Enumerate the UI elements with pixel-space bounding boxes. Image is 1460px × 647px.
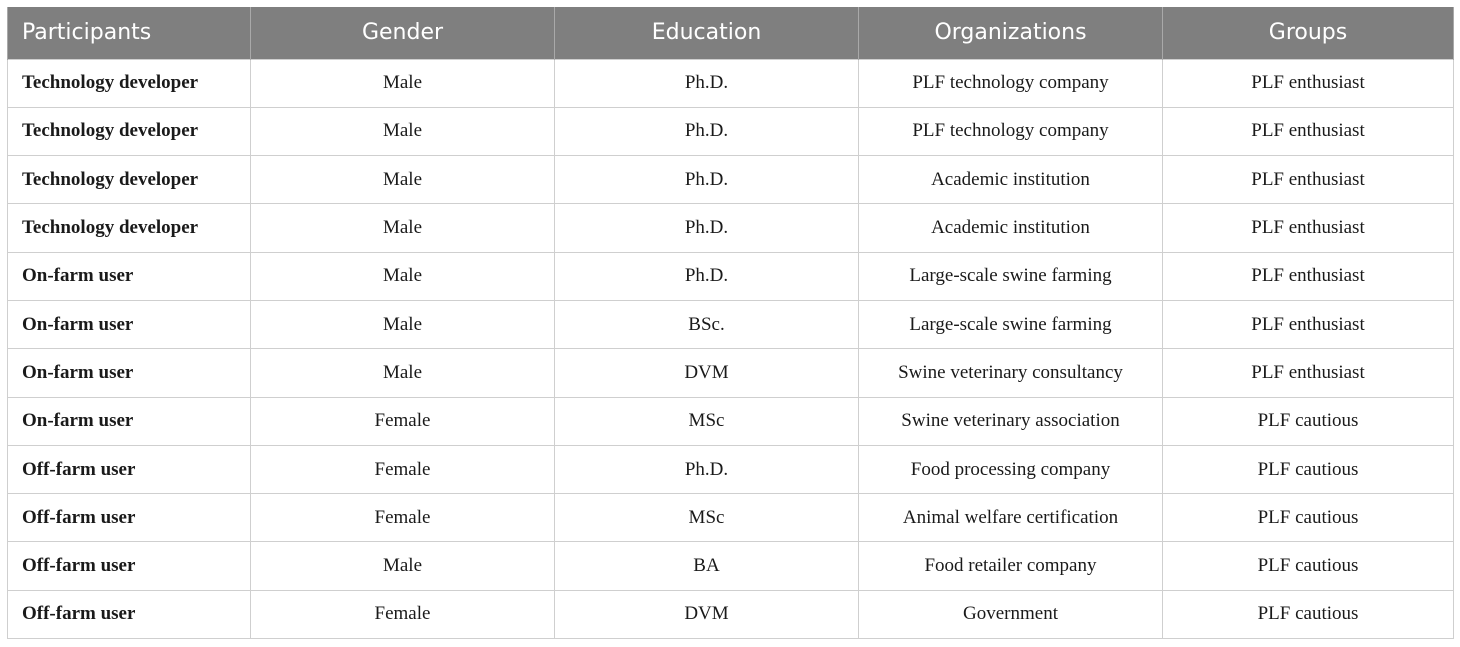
cell-gender: Male (250, 106, 555, 157)
cell-organization: Large-scale swine farming (858, 299, 1163, 350)
table-row: Technology developer Male Ph.D. Academic… (7, 203, 1454, 253)
cell-participant: On-farm user (7, 348, 251, 398)
cell-education: BA (554, 541, 859, 591)
cell-gender: Male (250, 348, 555, 398)
cell-gender: Male (250, 203, 555, 253)
cell-education: Ph.D. (554, 155, 859, 205)
cell-group: PLF enthusiast (1162, 155, 1454, 205)
cell-group: PLF cautious (1162, 396, 1454, 446)
cell-gender: Male (250, 58, 555, 108)
cell-education: Ph.D. (554, 203, 859, 253)
cell-group: PLF enthusiast (1162, 348, 1454, 398)
cell-group: PLF cautious (1162, 589, 1454, 640)
cell-education: MSc (554, 493, 859, 543)
cell-education: Ph.D. (554, 58, 859, 108)
cell-participant: Off-farm user (7, 444, 251, 495)
cell-gender: Male (250, 155, 555, 205)
cell-organization: PLF technology company (858, 106, 1163, 157)
cell-participant: Technology developer (7, 58, 251, 108)
table-row: Technology developer Male Ph.D. Academic… (7, 155, 1454, 205)
participants-table-container: Participants Gender Education Organizati… (7, 7, 1454, 640)
cell-organization: Animal welfare certification (858, 493, 1163, 543)
table-row: On-farm user Female MSc Swine veterinary… (7, 396, 1454, 446)
cell-education: DVM (554, 589, 859, 640)
cell-group: PLF enthusiast (1162, 299, 1454, 350)
cell-education: BSc. (554, 299, 859, 350)
table-row: On-farm user Male BSc. Large-scale swine… (7, 299, 1454, 350)
cell-education: Ph.D. (554, 444, 859, 495)
header-education: Education (554, 7, 859, 59)
cell-education: Ph.D. (554, 251, 859, 301)
cell-organization: Food processing company (858, 444, 1163, 495)
cell-gender: Female (250, 589, 555, 640)
cell-organization: Swine veterinary consultancy (858, 348, 1163, 398)
table-row: Off-farm user Female Ph.D. Food processi… (7, 444, 1454, 495)
cell-gender: Female (250, 444, 555, 495)
table-row: Off-farm user Male BA Food retailer comp… (7, 541, 1454, 591)
header-organizations: Organizations (858, 7, 1163, 59)
table-row: On-farm user Male DVM Swine veterinary c… (7, 348, 1454, 398)
cell-participant: Technology developer (7, 155, 251, 205)
cell-participant: Off-farm user (7, 493, 251, 543)
cell-organization: Swine veterinary association (858, 396, 1163, 446)
cell-participant: Technology developer (7, 203, 251, 253)
header-groups: Groups (1162, 7, 1454, 59)
cell-organization: Large-scale swine farming (858, 251, 1163, 301)
header-participants: Participants (7, 7, 251, 59)
header-gender: Gender (250, 7, 555, 59)
table-row: Off-farm user Female MSc Animal welfare … (7, 493, 1454, 543)
cell-gender: Female (250, 493, 555, 543)
cell-organization: Academic institution (858, 203, 1163, 253)
cell-education: Ph.D. (554, 106, 859, 157)
cell-group: PLF cautious (1162, 541, 1454, 591)
table-row: Off-farm user Female DVM Government PLF … (7, 589, 1454, 640)
cell-education: DVM (554, 348, 859, 398)
cell-participant: On-farm user (7, 251, 251, 301)
cell-gender: Male (250, 251, 555, 301)
cell-group: PLF cautious (1162, 493, 1454, 543)
cell-group: PLF enthusiast (1162, 58, 1454, 108)
cell-organization: Food retailer company (858, 541, 1163, 591)
cell-participant: Off-farm user (7, 589, 251, 640)
cell-group: PLF enthusiast (1162, 203, 1454, 253)
participants-table: Participants Gender Education Organizati… (7, 7, 1454, 640)
cell-group: PLF enthusiast (1162, 251, 1454, 301)
table-header: Participants Gender Education Organizati… (7, 7, 1454, 59)
cell-participant: On-farm user (7, 299, 251, 350)
cell-education: MSc (554, 396, 859, 446)
cell-gender: Male (250, 299, 555, 350)
cell-group: PLF cautious (1162, 444, 1454, 495)
table-row: On-farm user Male Ph.D. Large-scale swin… (7, 251, 1454, 301)
cell-organization: Academic institution (858, 155, 1163, 205)
cell-gender: Male (250, 541, 555, 591)
cell-organization: PLF technology company (858, 58, 1163, 108)
table-row: Technology developer Male Ph.D. PLF tech… (7, 106, 1454, 157)
table-body: Technology developer Male Ph.D. PLF tech… (7, 58, 1454, 640)
table-row: Technology developer Male Ph.D. PLF tech… (7, 58, 1454, 108)
cell-gender: Female (250, 396, 555, 446)
cell-participant: On-farm user (7, 396, 251, 446)
cell-group: PLF enthusiast (1162, 106, 1454, 157)
cell-participant: Technology developer (7, 106, 251, 157)
cell-participant: Off-farm user (7, 541, 251, 591)
header-row: Participants Gender Education Organizati… (7, 7, 1454, 59)
cell-organization: Government (858, 589, 1163, 640)
